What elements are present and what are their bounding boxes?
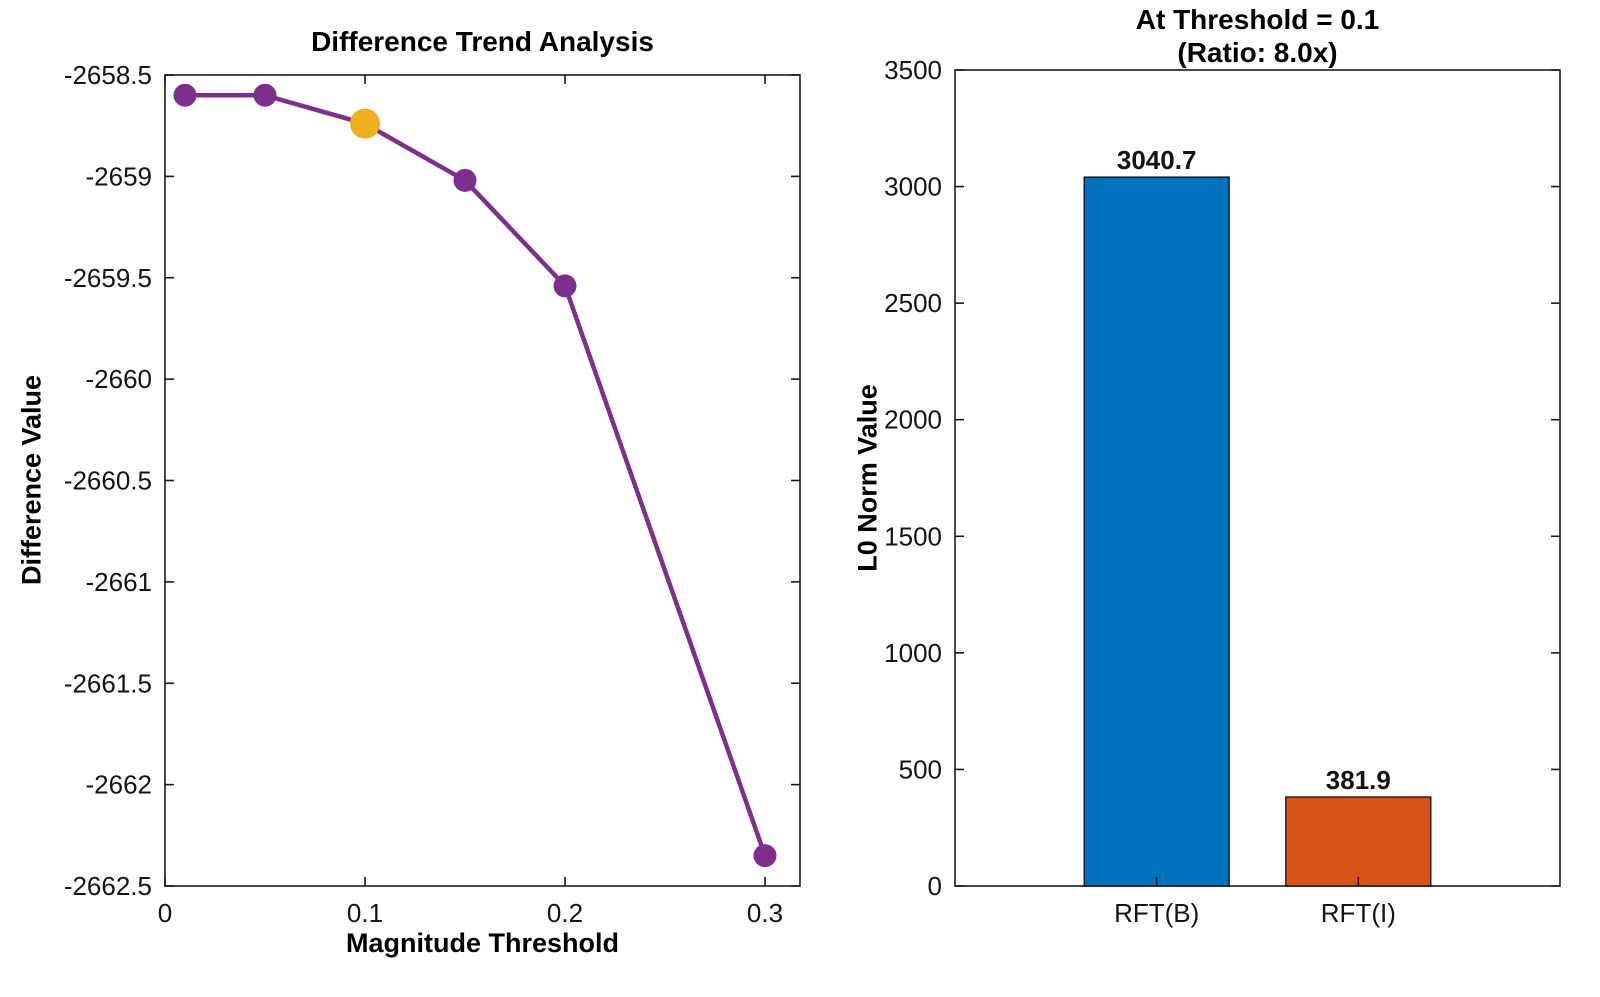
y-tick-label: -2659 [86,161,153,191]
x-tick-label: 0.2 [547,898,583,928]
y-tick-label: 3500 [884,55,942,85]
y-tick-label: -2660.5 [64,466,152,496]
line-chart-ylabel: Difference Value [16,374,47,586]
line-series [182,93,768,858]
y-tick-label: -2659.5 [64,263,152,293]
x-tick-label: 0 [158,898,172,928]
y-tick-label: -2662.5 [64,871,152,901]
y-tick-label: 2000 [884,405,942,435]
bar-chart-plot-box [954,69,1561,887]
category-label: RFT(I) [1321,898,1396,928]
data-point-marker [553,274,577,298]
category-label: RFT(B) [1114,898,1199,928]
y-tick-label: -2661.5 [64,668,152,698]
data-point-marker [753,844,777,868]
x-tick-label: 0.3 [747,898,783,928]
bar-rfti [1285,796,1432,887]
bar-chart-ylabel: L0 Norm Value [852,384,883,572]
bar-value-label: 3040.7 [1117,145,1197,175]
bar-chart-subtitle: (Ratio: 8.0x) [1177,37,1338,68]
y-tick-label: -2661 [86,567,153,597]
data-point-marker [453,168,477,192]
bar-rftb [1083,176,1230,887]
line-chart-title: Difference Trend Analysis [311,26,654,57]
y-tick-label: -2662 [86,770,153,800]
y-tick-label: 1000 [884,638,942,668]
y-tick-label: 2500 [884,288,942,318]
data-point-marker [253,83,277,107]
bar-chart-title: At Threshold = 0.1 [1135,4,1380,35]
y-tick-label: 0 [928,871,942,901]
y-tick-label: -2660 [86,364,153,394]
bar-value-label: 381.9 [1326,765,1391,795]
line-chart-xlabel: Magnitude Threshold [346,928,619,958]
y-tick-label: -2658.5 [64,60,152,90]
y-tick-label: 3000 [884,172,942,202]
x-tick-label: 0.1 [347,898,383,928]
highlighted-marker [350,108,380,139]
data-point-marker [173,83,197,107]
y-tick-label: 500 [899,754,942,784]
y-tick-label: 1500 [884,521,942,551]
